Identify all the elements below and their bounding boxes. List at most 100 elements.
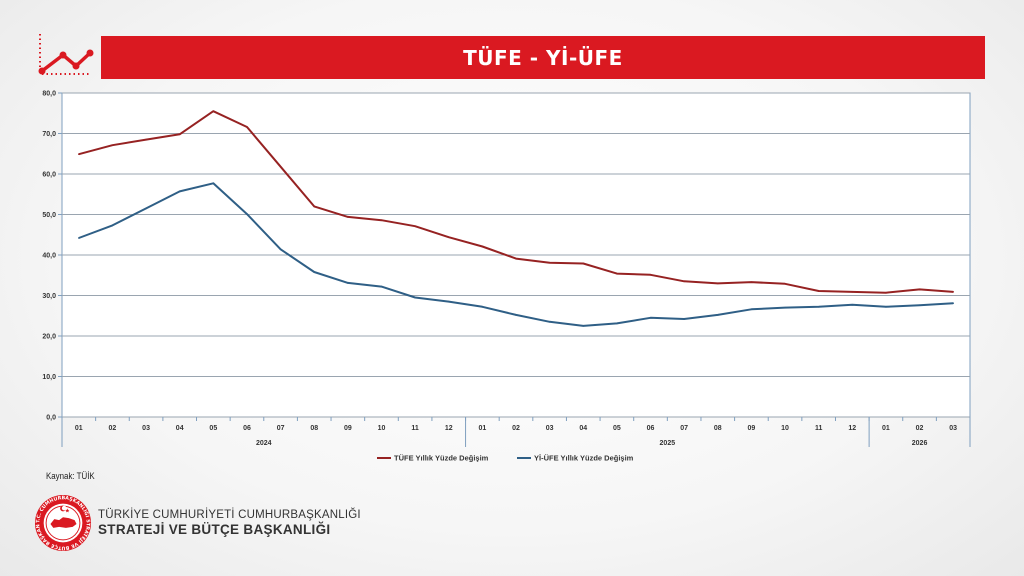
x-tick-label: 02 [512, 425, 520, 432]
x-tick-label: 06 [243, 425, 251, 432]
data-point [212, 182, 215, 185]
data-point [885, 306, 887, 308]
year-group-label: 2024 [256, 440, 272, 447]
x-tick-label: 07 [277, 425, 285, 432]
x-tick-label: 11 [411, 425, 419, 432]
data-point [548, 321, 551, 323]
year-group-label: 2026 [912, 440, 928, 447]
trend-line-icon [38, 34, 94, 75]
data-point [481, 245, 484, 248]
x-tick-label: 10 [781, 425, 789, 432]
y-tick-label: 0,0 [46, 415, 56, 422]
x-tick-label: 09 [748, 425, 756, 432]
y-tick-label: 50,0 [42, 212, 56, 219]
year-group-label: 2025 [660, 440, 676, 447]
x-tick-label: 05 [209, 425, 217, 432]
legend-label: Yİ-ÜFE Yıllık Yüzde Değişim [534, 454, 634, 463]
data-point [111, 224, 114, 227]
data-point [851, 304, 854, 306]
data-point [78, 237, 80, 239]
data-point [616, 322, 618, 325]
y-tick-label: 60,0 [42, 172, 56, 179]
x-tick-label: 08 [310, 425, 318, 432]
y-tick-label: 30,0 [42, 293, 56, 300]
x-tick-label: 08 [714, 425, 722, 432]
x-tick-label: 03 [142, 425, 150, 432]
data-point [178, 190, 181, 193]
data-point [279, 165, 282, 168]
data-point [313, 205, 316, 208]
data-point [414, 225, 416, 228]
data-point [145, 207, 147, 210]
data-point [78, 153, 80, 155]
y-tick-label: 10,0 [42, 374, 56, 381]
data-point [347, 282, 349, 284]
line-chart: 0,0 10,0 20,0 30,0 40,0 50,0 60,0 70,0 80,0 01 02 0… [42, 91, 971, 463]
data-point [111, 144, 114, 147]
data-point [683, 280, 685, 283]
x-tick-label: 06 [647, 425, 655, 432]
institution-seal-logo: T.C. CUMHURBAŞKANLIĞI STRATEJİ VE BÜTÇE … [34, 494, 92, 552]
data-point [380, 219, 383, 221]
data-point [616, 272, 618, 275]
data-point [885, 291, 887, 294]
data-point [582, 262, 585, 265]
x-tick-label: 01 [478, 425, 486, 432]
legend-label: TÜFE Yıllık Yüzde Değişim [394, 454, 489, 463]
data-point [750, 281, 753, 283]
x-tick-label: 12 [848, 425, 856, 432]
x-tick-label: 01 [882, 425, 890, 432]
page-title: TÜFE - Yİ-ÜFE [101, 36, 985, 79]
x-tick-label: 03 [546, 425, 554, 432]
data-point [716, 314, 719, 316]
x-tick-label: 01 [75, 425, 83, 432]
data-point [447, 236, 450, 238]
data-point [649, 316, 652, 319]
data-point [548, 261, 551, 264]
x-tick-label: 12 [445, 425, 453, 432]
y-tick-label: 70,0 [42, 131, 56, 138]
x-tick-label: 10 [378, 425, 386, 432]
data-point [817, 306, 820, 308]
data-point [447, 300, 450, 303]
data-point [918, 304, 921, 307]
data-point [515, 257, 517, 260]
data-point [380, 285, 383, 288]
data-point [178, 133, 181, 136]
y-tick-label: 40,0 [42, 253, 56, 260]
data-point [481, 306, 484, 308]
x-tick-label: 04 [176, 425, 184, 432]
data-point [515, 314, 517, 316]
data-point [851, 291, 854, 293]
data-point [784, 282, 786, 285]
data-point [683, 318, 685, 320]
y-tick-label: 20,0 [42, 334, 56, 341]
data-point [246, 213, 248, 215]
data-point [784, 306, 786, 309]
source-note: Kaynak: TÜİK [46, 471, 95, 481]
data-point [279, 248, 282, 251]
data-point [952, 291, 954, 293]
data-point [649, 274, 652, 276]
data-point [347, 216, 349, 218]
data-point [582, 325, 585, 327]
organization-name-line1: TÜRKİYE CUMHURİYETİ CUMHURBAŞKANLIĞI [98, 509, 361, 521]
data-point [414, 296, 416, 299]
data-point [313, 271, 316, 273]
organization-name-line2: STRATEJİ VE BÜTÇE BAŞKANLIĞI [98, 522, 331, 537]
x-tick-label: 03 [949, 425, 957, 432]
x-tick-label: 11 [815, 425, 823, 432]
x-tick-label: 04 [579, 425, 587, 432]
data-point [246, 126, 248, 128]
data-point [817, 290, 820, 292]
y-tick-label: 80,0 [42, 91, 56, 98]
data-point [212, 110, 215, 113]
x-tick-label: 02 [109, 425, 117, 432]
x-tick-label: 02 [916, 425, 924, 432]
data-point [145, 138, 147, 141]
data-point [952, 302, 954, 304]
x-tick-label: 07 [680, 425, 688, 432]
x-tick-label: 05 [613, 425, 621, 432]
data-point [716, 282, 719, 285]
data-point [750, 308, 753, 311]
